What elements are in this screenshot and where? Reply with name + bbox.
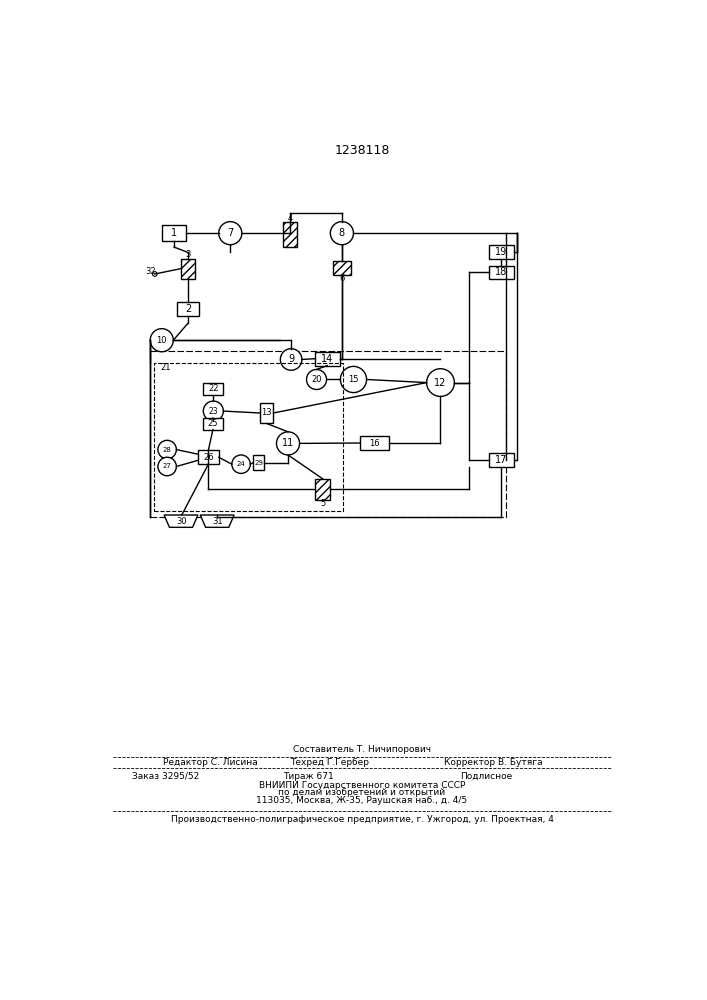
Text: Составитель Т. Ничипорович: Составитель Т. Ничипорович	[293, 745, 431, 754]
Text: 15: 15	[349, 375, 358, 384]
Circle shape	[232, 455, 250, 473]
Text: 9: 9	[288, 354, 294, 364]
Bar	[315, 352, 339, 366]
Text: 4: 4	[288, 214, 293, 223]
Circle shape	[307, 369, 327, 389]
Bar	[177, 302, 199, 316]
Text: 32: 32	[145, 267, 156, 276]
Circle shape	[150, 329, 173, 352]
Circle shape	[204, 401, 223, 421]
Bar	[198, 450, 218, 464]
Circle shape	[158, 457, 176, 476]
Circle shape	[153, 272, 157, 276]
Text: по делам изобретений и открытий: по делам изобретений и открытий	[279, 788, 445, 797]
Bar	[253, 455, 264, 470]
Text: 13: 13	[261, 408, 271, 417]
Bar	[259, 403, 274, 423]
Circle shape	[426, 369, 455, 396]
Text: 18: 18	[495, 267, 508, 277]
Bar	[489, 266, 514, 279]
Text: 24: 24	[237, 461, 245, 467]
Text: Заказ 3295/52: Заказ 3295/52	[132, 772, 200, 781]
Text: 6: 6	[339, 274, 344, 283]
Circle shape	[276, 432, 300, 455]
Text: 5: 5	[320, 499, 325, 508]
Text: ВНИИПИ Государственного комитета СССР: ВНИИПИ Государственного комитета СССР	[259, 781, 465, 790]
Text: 14: 14	[321, 354, 334, 364]
Circle shape	[281, 349, 302, 370]
Bar	[204, 418, 223, 430]
Text: 113035, Москва, Ж-35, Раушская наб., д. 4/5: 113035, Москва, Ж-35, Раушская наб., д. …	[257, 796, 467, 805]
Text: 19: 19	[495, 247, 508, 257]
Text: 23: 23	[209, 407, 218, 416]
Bar	[154, 363, 343, 511]
Text: 11: 11	[282, 438, 294, 448]
Text: Техред Г.Гербер: Техред Г.Гербер	[291, 758, 369, 767]
Text: 3: 3	[185, 250, 191, 259]
Bar	[181, 259, 195, 279]
Text: Тираж 671: Тираж 671	[283, 772, 334, 781]
Text: 25: 25	[208, 419, 218, 428]
Text: 10: 10	[156, 336, 167, 345]
Polygon shape	[200, 515, 234, 527]
Circle shape	[158, 440, 176, 459]
Bar	[162, 225, 187, 241]
Text: 21: 21	[160, 363, 170, 372]
Text: 12: 12	[434, 378, 447, 388]
Text: 28: 28	[163, 447, 172, 453]
Circle shape	[330, 222, 354, 245]
Text: Корректор В. Бутяга: Корректор В. Бутяга	[444, 758, 543, 767]
Bar	[489, 245, 514, 259]
Text: 27: 27	[163, 464, 172, 470]
Text: 29: 29	[255, 460, 263, 466]
Text: 2: 2	[185, 304, 191, 314]
Bar	[489, 453, 514, 467]
Bar	[284, 222, 297, 247]
Circle shape	[340, 366, 366, 393]
Text: 26: 26	[203, 453, 214, 462]
Text: Производственно-полиграфическое предприятие, г. Ужгород, ул. Проектная, 4: Производственно-полиграфическое предприя…	[170, 815, 554, 824]
Text: Подлисное: Подлисное	[460, 772, 512, 781]
Bar	[315, 479, 330, 500]
Text: 7: 7	[227, 228, 233, 238]
Text: 30: 30	[177, 517, 187, 526]
Text: 17: 17	[495, 455, 508, 465]
Polygon shape	[164, 515, 198, 527]
Text: 1: 1	[171, 228, 177, 238]
Text: 8: 8	[339, 228, 345, 238]
Bar	[204, 383, 223, 395]
Text: 31: 31	[212, 517, 223, 526]
Bar	[333, 261, 351, 275]
Circle shape	[218, 222, 242, 245]
Bar	[360, 436, 389, 450]
Text: 16: 16	[369, 439, 380, 448]
Text: 22: 22	[208, 384, 218, 393]
Text: 20: 20	[311, 375, 322, 384]
Text: Редактор С. Лисина: Редактор С. Лисина	[163, 758, 258, 767]
Text: 1238118: 1238118	[334, 144, 390, 157]
